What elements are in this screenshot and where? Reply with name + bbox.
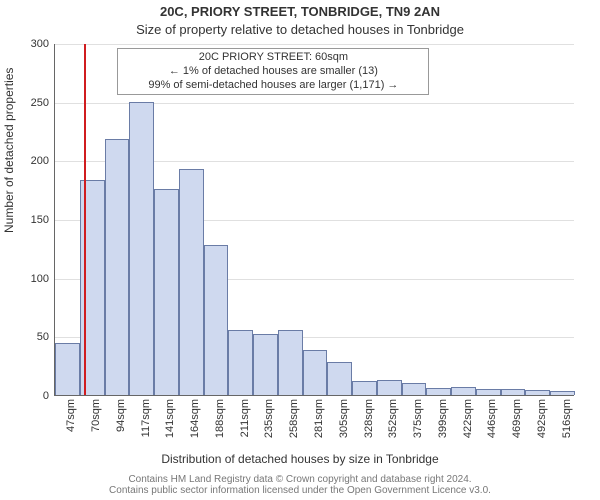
x-tick-label: 305sqm: [338, 399, 350, 438]
histogram-bar: [402, 383, 427, 395]
histogram-bar: [501, 389, 526, 395]
annotation-line-2: ← 1% of detached houses are smaller (13): [122, 65, 424, 79]
histogram-bar: [154, 189, 179, 396]
x-tick-label: 164sqm: [189, 399, 201, 438]
histogram-bar: [451, 387, 476, 395]
reference-line: [84, 44, 86, 395]
y-tick-label: 0: [43, 390, 49, 402]
chart-subtitle: Size of property relative to detached ho…: [0, 22, 600, 37]
histogram-bar: [278, 330, 303, 395]
y-tick-label: 250: [31, 97, 49, 109]
chart-container: { "titles": { "line1": "20C, PRIORY STRE…: [0, 0, 600, 500]
histogram-bar: [377, 380, 402, 395]
histogram-bar: [550, 391, 575, 395]
y-tick-label: 150: [31, 214, 49, 226]
x-tick-label: 47sqm: [65, 399, 77, 432]
histogram-bar: [204, 245, 229, 395]
plot-area: 05010015020025030047sqm70sqm94sqm117sqm1…: [54, 44, 574, 396]
gridline-h: [55, 44, 574, 45]
histogram-bar: [352, 381, 377, 395]
x-tick-label: 188sqm: [214, 399, 226, 438]
annotation-line-1: 20C PRIORY STREET: 60sqm: [122, 51, 424, 65]
x-tick-label: 516sqm: [561, 399, 573, 438]
histogram-bar: [129, 102, 154, 395]
x-tick-label: 446sqm: [486, 399, 498, 438]
histogram-bar: [303, 350, 328, 395]
histogram-bar: [426, 388, 451, 395]
histogram-bar: [228, 330, 253, 395]
y-tick-label: 100: [31, 273, 49, 285]
histogram-bar: [327, 362, 352, 395]
x-tick-label: 422sqm: [462, 399, 474, 438]
histogram-bar: [105, 139, 130, 395]
y-axis-label: Number of detached properties: [2, 68, 16, 233]
y-tick-label: 200: [31, 155, 49, 167]
x-tick-label: 281sqm: [313, 399, 325, 438]
annotation-box: 20C PRIORY STREET: 60sqm ← 1% of detache…: [117, 48, 429, 95]
annotation-line-3: 99% of semi-detached houses are larger (…: [122, 79, 424, 93]
attribution-line-1: Contains HM Land Registry data © Crown c…: [0, 474, 600, 485]
x-tick-label: 328sqm: [363, 399, 375, 438]
gridline-h: [55, 396, 574, 397]
x-tick-label: 352sqm: [387, 399, 399, 438]
y-tick-label: 300: [31, 38, 49, 50]
histogram-bar: [476, 389, 501, 395]
y-tick-label: 50: [37, 331, 49, 343]
attribution-line-2: Contains public sector information licen…: [0, 485, 600, 496]
x-tick-label: 70sqm: [90, 399, 102, 432]
x-tick-label: 141sqm: [164, 399, 176, 438]
x-tick-label: 235sqm: [263, 399, 275, 438]
x-tick-label: 117sqm: [140, 399, 152, 437]
x-tick-label: 94sqm: [115, 399, 127, 432]
histogram-bar: [55, 343, 80, 395]
attribution: Contains HM Land Registry data © Crown c…: [0, 474, 600, 496]
x-tick-label: 375sqm: [412, 399, 424, 438]
histogram-bar: [253, 334, 278, 395]
x-tick-label: 469sqm: [511, 399, 523, 438]
chart-title: 20C, PRIORY STREET, TONBRIDGE, TN9 2AN: [0, 4, 600, 19]
x-axis-label: Distribution of detached houses by size …: [0, 452, 600, 466]
x-tick-label: 211sqm: [239, 399, 251, 437]
x-tick-label: 258sqm: [288, 399, 300, 438]
histogram-bar: [525, 390, 550, 395]
x-tick-label: 492sqm: [536, 399, 548, 438]
x-tick-label: 399sqm: [437, 399, 449, 438]
histogram-bar: [179, 169, 204, 395]
